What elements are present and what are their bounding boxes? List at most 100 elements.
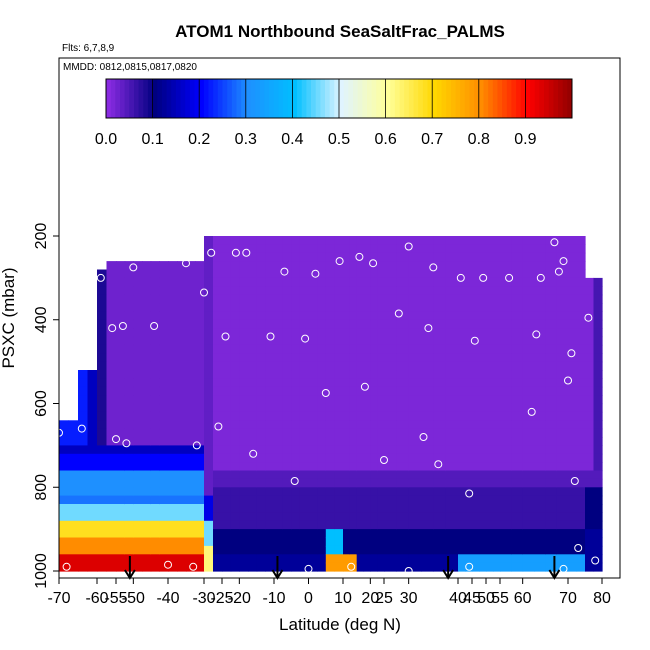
- heatmap-cell: [222, 395, 232, 405]
- heatmap-cell: [325, 554, 335, 564]
- heatmap-cell: [500, 420, 512, 430]
- heatmap-cell: [213, 520, 223, 530]
- heatmap-cell: [116, 554, 126, 564]
- heatmap-cell: [356, 403, 365, 413]
- heatmap-cell: [493, 554, 501, 564]
- heatmap-cell: [479, 303, 487, 312]
- heatmap-cell: [421, 437, 434, 446]
- heatmap-cell: [486, 437, 494, 446]
- sample-point: [424, 324, 433, 333]
- heatmap-cell: [204, 495, 214, 505]
- heatmap-cell: [186, 554, 196, 564]
- colorbar-segment: [385, 79, 391, 118]
- heatmap-cell: [265, 353, 275, 363]
- heatmap-cell: [500, 562, 512, 572]
- heatmap-cell: [142, 370, 152, 379]
- heatmap-cell: [576, 336, 586, 346]
- heatmap-cell: [97, 286, 108, 296]
- heatmap-cell: [458, 361, 466, 371]
- heatmap-cell: [230, 529, 240, 539]
- heatmap-cell: [299, 303, 310, 312]
- heatmap-cell: [204, 294, 214, 304]
- heatmap-cell: [59, 453, 70, 463]
- heatmap-cell: [576, 252, 586, 262]
- heatmap-cell: [248, 311, 258, 321]
- heatmap-cell: [159, 361, 169, 371]
- heatmap-cell: [97, 294, 108, 304]
- heatmap-cell: [106, 495, 117, 505]
- heatmap-cell: [274, 378, 284, 388]
- heatmap-cell: [493, 453, 501, 463]
- heatmap-cell: [282, 378, 292, 388]
- sample-point: [550, 238, 559, 247]
- heatmap-cell: [59, 529, 70, 539]
- heatmap-cell: [204, 562, 214, 572]
- heatmap-cell: [230, 403, 240, 413]
- heatmap-cell: [370, 319, 378, 329]
- heatmap-cell: [97, 504, 108, 513]
- heatmap-cell: [500, 470, 512, 480]
- heatmap-cell: [213, 403, 223, 413]
- sample-point: [150, 322, 159, 330]
- heatmap-cell: [308, 328, 318, 338]
- heatmap-cell: [545, 495, 558, 505]
- heatmap-cell: [78, 370, 89, 379]
- heatmap-cell: [486, 537, 494, 547]
- heatmap-cell: [377, 378, 385, 388]
- heatmap-cell: [159, 520, 169, 530]
- heatmap-cell: [256, 311, 266, 321]
- heatmap-cell: [576, 411, 586, 421]
- heatmap-cell: [168, 328, 178, 338]
- heatmap-cell: [308, 504, 318, 513]
- heatmap-cell: [248, 252, 258, 262]
- heatmap-cell: [585, 495, 595, 505]
- heatmap-cell: [511, 252, 524, 262]
- heatmap-cell: [377, 386, 385, 396]
- heatmap-cell: [265, 495, 275, 505]
- heatmap-cell: [204, 453, 214, 463]
- heatmap-cell: [396, 294, 410, 304]
- heatmap-cell: [78, 462, 89, 472]
- heatmap-cell: [522, 403, 535, 413]
- heatmap-cell: [568, 344, 578, 354]
- heatmap-cell: [545, 478, 558, 488]
- heatmap-cell: [204, 411, 214, 421]
- heatmap-cell: [282, 470, 292, 480]
- heatmap-cell: [486, 294, 494, 304]
- heatmap-cell: [568, 403, 578, 413]
- heatmap-cell: [545, 286, 558, 296]
- heatmap-cell: [195, 453, 205, 463]
- heatmap-cell: [186, 378, 196, 388]
- heatmap-cell: [445, 286, 459, 296]
- heatmap-cell: [349, 236, 358, 245]
- heatmap-cell: [370, 386, 378, 396]
- heatmap-cell: [377, 303, 385, 312]
- heatmap-cell: [334, 512, 344, 522]
- heatmap-cell: [59, 537, 70, 547]
- sample-point: [129, 263, 138, 272]
- heatmap-cell: [248, 261, 258, 271]
- heatmap-cell: [195, 294, 205, 304]
- heatmap-cell: [299, 344, 310, 354]
- heatmap-cell: [486, 403, 494, 413]
- heatmap-cell: [274, 478, 284, 488]
- heatmap-cell: [299, 420, 310, 430]
- heatmap-cell: [576, 554, 586, 564]
- heatmap-cell: [78, 504, 89, 513]
- heatmap-cell: [177, 395, 187, 405]
- heatmap-cell: [593, 529, 603, 539]
- heatmap-cell: [186, 504, 196, 513]
- heatmap-cell: [479, 311, 487, 321]
- heatmap-cell: [343, 512, 351, 522]
- heatmap-cell: [177, 554, 187, 564]
- sample-point: [122, 439, 131, 448]
- heatmap-cell: [545, 411, 558, 421]
- heatmap-cell: [325, 487, 335, 497]
- heatmap-cell: [556, 294, 569, 304]
- heatmap-cell: [106, 353, 117, 363]
- heatmap-cell: [500, 328, 512, 338]
- heatmap-cell: [230, 386, 240, 396]
- heatmap-cell: [472, 361, 480, 371]
- heatmap-cell: [291, 428, 301, 438]
